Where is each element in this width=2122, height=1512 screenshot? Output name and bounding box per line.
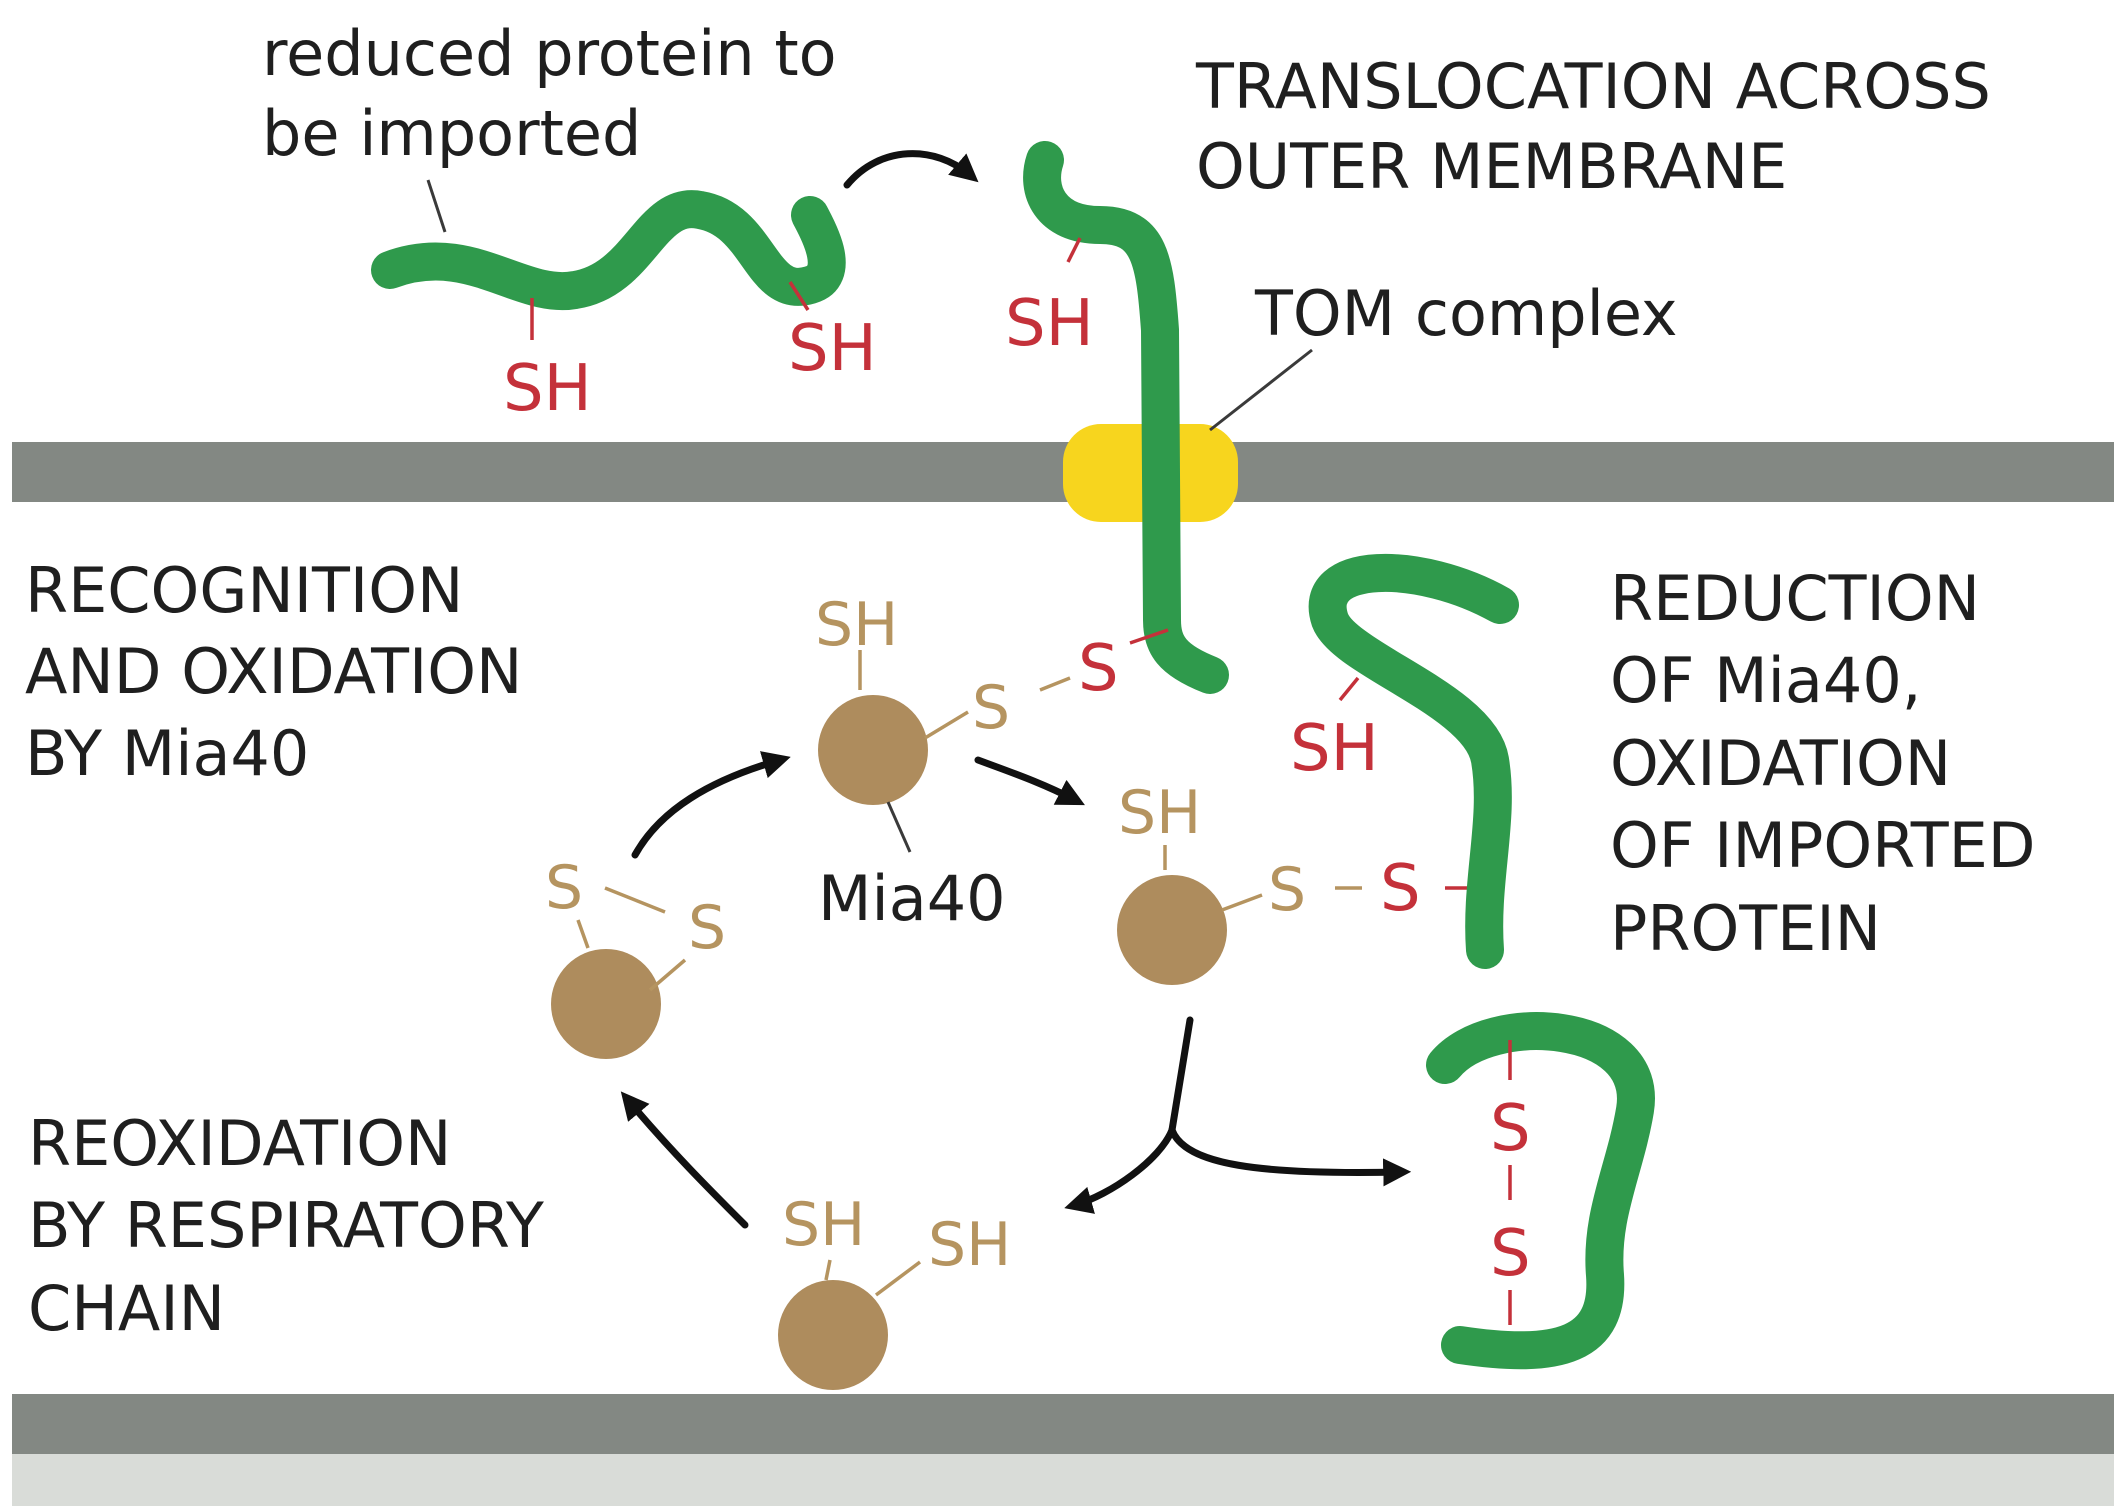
mia40-4-sulfur-left: S — [545, 853, 583, 923]
mia40-sulfur-link-1 — [1039, 676, 1071, 692]
inner-membrane — [12, 1394, 2114, 1454]
mia40-sulfur-1: S — [972, 673, 1010, 743]
mia40-3-thiol-label-left: SH — [782, 1190, 865, 1260]
tom-complex-leader — [1209, 348, 1313, 432]
arrow-to-reoxidation — [620, 1091, 749, 1229]
thiol-label-2: SH — [788, 312, 877, 386]
mia40-4-sulfur-bond-left — [576, 919, 590, 949]
mia40-3-thiol-bond-left — [824, 1259, 832, 1281]
reduced-protein-leader — [426, 179, 447, 233]
folding-thiol-label: SH — [1290, 712, 1379, 786]
mia40-ball-1 — [818, 695, 928, 805]
recognition-heading-line1: RECOGNITION — [25, 554, 463, 627]
thiol-bond-2 — [788, 281, 810, 311]
reoxidation-heading-line3: CHAIN — [28, 1272, 225, 1345]
mia40-ball-3 — [778, 1280, 888, 1390]
recognition-heading-line2: AND OXIDATION — [25, 635, 522, 708]
mia40-label: Mia40 — [818, 862, 1006, 935]
recognition-heading-line3: BY Mia40 — [25, 717, 309, 790]
protein-sulfur-2: S — [1380, 852, 1421, 926]
import-arrow — [843, 150, 979, 189]
mia40-4-disulfide — [604, 886, 666, 914]
reduced-protein-strand — [371, 190, 846, 311]
folding-protein-strand — [1308, 553, 1519, 969]
mia40-4-sulfur-right: S — [688, 893, 726, 963]
intermolecular-bond-link — [1129, 628, 1169, 645]
mia40-ball-4 — [551, 949, 661, 1059]
reduced-protein-label-line2: be imported — [262, 97, 641, 170]
arrow-to-reduction — [974, 756, 1085, 806]
mia40-2-sulfur: S — [1268, 855, 1306, 925]
reoxidation-heading-line1: REOXIDATION — [28, 1107, 451, 1180]
arrow-to-folded-protein — [1168, 1126, 1412, 1187]
split-arrow-stem — [1168, 1016, 1194, 1134]
mia40-4-sulfur-bond-right — [648, 958, 687, 992]
reduction-heading-line5: PROTEIN — [1610, 892, 1881, 965]
reduction-heading-line1: REDUCTION — [1610, 562, 1980, 635]
reduction-heading-line2: OF Mia40, — [1610, 644, 1921, 717]
mia40-leader — [886, 801, 912, 853]
arrow-to-reduced-mia40 — [1064, 1126, 1176, 1214]
mia40-1-sulfur-bond — [924, 710, 969, 740]
translocation-heading-line1: TRANSLOCATION ACROSS — [1195, 50, 1991, 123]
reduction-heading-line4: OF IMPORTED — [1610, 809, 2036, 882]
folded-sulfur-bottom: S — [1490, 1217, 1531, 1291]
tom-complex-label: TOM complex — [1254, 277, 1678, 350]
protein-sulfur-1: S — [1078, 632, 1119, 706]
matrix-band — [12, 1454, 2114, 1506]
mia40-3-thiol-label-right: SH — [928, 1210, 1011, 1280]
reduced-protein-label-line1: reduced protein to — [262, 17, 837, 90]
translocating-thiol-label: SH — [1005, 287, 1094, 361]
mia40-2-thiol-label: SH — [1118, 778, 1201, 848]
mia40-3-thiol-bond-right — [874, 1260, 922, 1297]
mia40-ball-2 — [1117, 875, 1227, 985]
arrow-to-recognition — [631, 751, 791, 859]
folded-protein-strand — [1426, 1012, 1655, 1370]
translocation-heading-line2: OUTER MEMBRANE — [1196, 130, 1787, 203]
folded-sulfur-top: S — [1490, 1092, 1531, 1166]
mia40-1-thiol-label: SH — [815, 590, 898, 660]
reoxidation-heading-line2: BY RESPIRATORY — [28, 1189, 544, 1262]
mia40-2-sulfur-bond — [1221, 893, 1263, 912]
translocating-protein-strand — [1023, 141, 1229, 694]
folding-thiol-bond — [1338, 676, 1360, 702]
reduction-heading-line3: OXIDATION — [1610, 727, 1951, 800]
thiol-label-1: SH — [503, 352, 592, 426]
translocating-thiol-bond — [1066, 237, 1082, 263]
